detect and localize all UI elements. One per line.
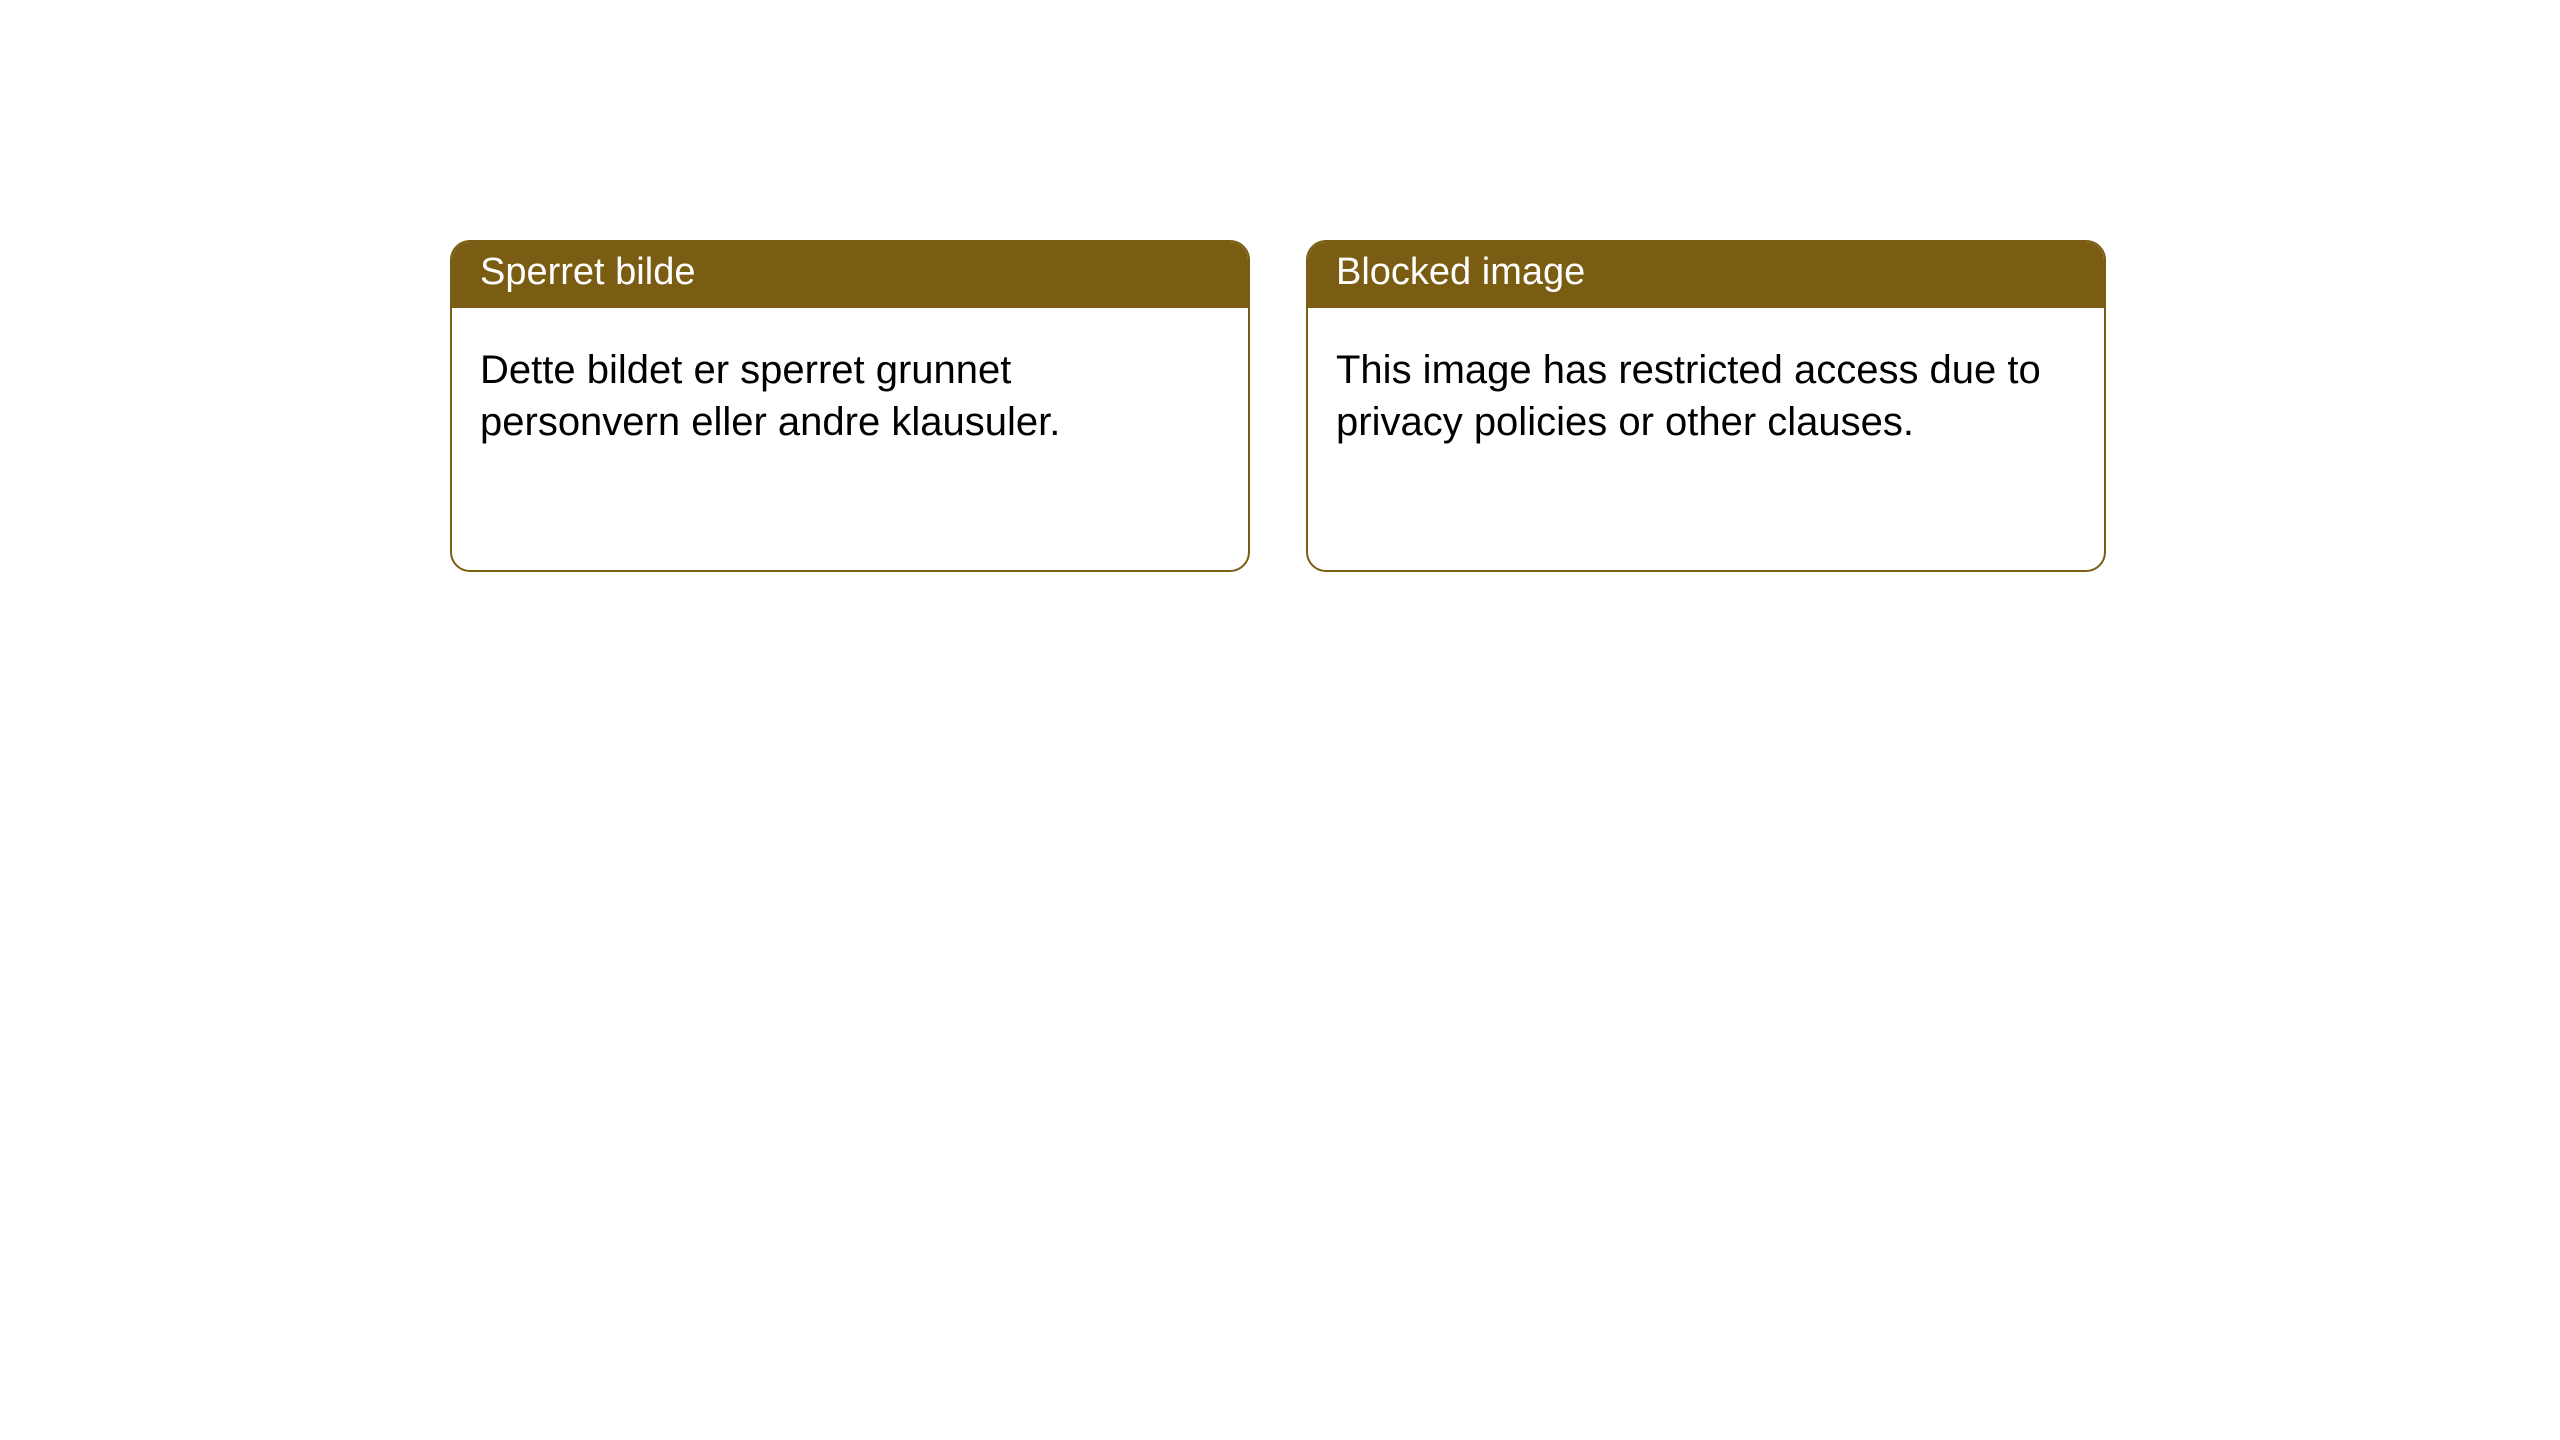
blocked-image-card-en: Blocked image This image has restricted … xyxy=(1306,240,2106,572)
blocked-image-card-no: Sperret bilde Dette bildet er sperret gr… xyxy=(450,240,1250,572)
card-title: Sperret bilde xyxy=(480,251,695,293)
card-body-text: Dette bildet er sperret grunnet personve… xyxy=(480,348,1060,444)
card-header: Sperret bilde xyxy=(452,242,1248,308)
card-body: This image has restricted access due to … xyxy=(1308,308,2104,484)
card-body-text: This image has restricted access due to … xyxy=(1336,348,2041,444)
card-title: Blocked image xyxy=(1336,251,1585,293)
card-body: Dette bildet er sperret grunnet personve… xyxy=(452,308,1248,484)
card-header: Blocked image xyxy=(1308,242,2104,308)
cards-container: Sperret bilde Dette bildet er sperret gr… xyxy=(0,0,2560,572)
